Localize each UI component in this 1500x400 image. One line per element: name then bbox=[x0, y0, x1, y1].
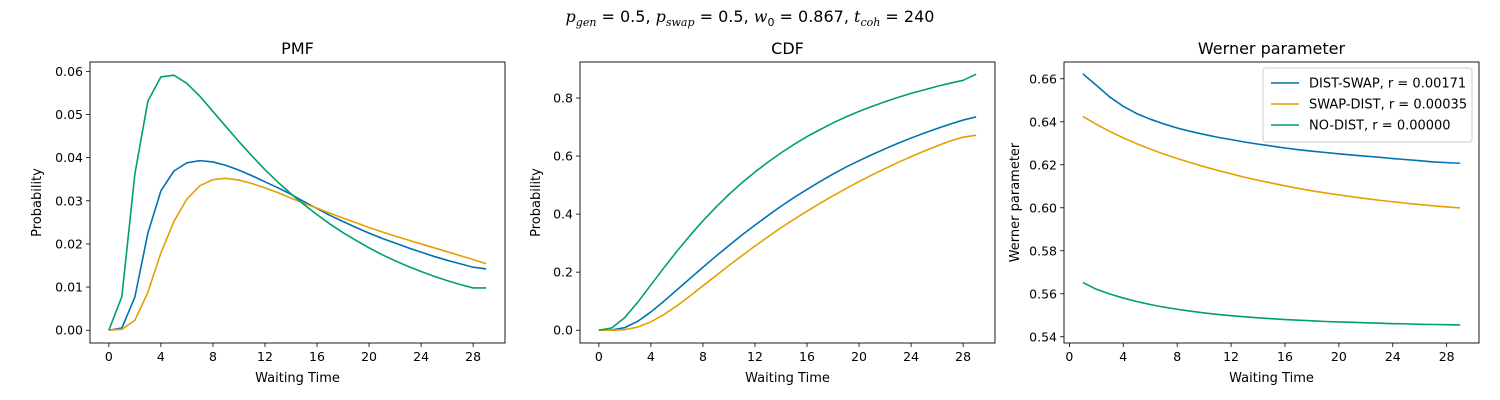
y-tick-label: 0.04 bbox=[55, 150, 83, 165]
y-tick-label: 0.2 bbox=[553, 265, 573, 280]
y-tick-label: 0.56 bbox=[1029, 286, 1057, 301]
series-line-dist-swap bbox=[598, 116, 977, 332]
x-tick-label: 24 bbox=[413, 349, 429, 364]
y-tick-label: 0.4 bbox=[553, 207, 573, 222]
y-tick-label: 0.06 bbox=[55, 64, 83, 79]
series-line-no-dist bbox=[108, 74, 487, 331]
x-axis-label: Waiting Time bbox=[1229, 371, 1314, 386]
series-group bbox=[1082, 73, 1461, 326]
legend-entry-swap-dist: SWAP-DIST, r = 0.00035 bbox=[1309, 98, 1467, 113]
legend-entry-no-dist: NO-DIST, r = 0.00000 bbox=[1309, 119, 1451, 134]
x-tick-label: 0 bbox=[1065, 349, 1073, 364]
figure-suptitle: pgen = 0.5, pswap = 0.5, w0 = 0.867, tco… bbox=[566, 7, 935, 29]
x-tick-label: 24 bbox=[903, 349, 919, 364]
y-tick-label: 0.02 bbox=[55, 236, 83, 251]
x-tick-label: 0 bbox=[595, 349, 603, 364]
series-group bbox=[598, 73, 977, 332]
series-line-dist-swap bbox=[108, 159, 487, 332]
x-tick-label: 12 bbox=[747, 349, 763, 364]
y-tick-label: 0.03 bbox=[55, 193, 83, 208]
x-axis-label: Waiting Time bbox=[745, 371, 830, 386]
y-tick-label: 0.00 bbox=[55, 323, 83, 338]
y-tick-label: 0.58 bbox=[1029, 243, 1057, 258]
panel-3: 0 4 8 12 16 20 24 28 0.54 0.56 0.58 0.60 0.62 0.64 0.6… bbox=[1008, 39, 1480, 386]
x-tick-label: 16 bbox=[799, 349, 815, 364]
series-line-no-dist bbox=[1082, 281, 1461, 326]
legend: DIST-SWAP, r = 0.00171 SWAP-DIST, r = 0.0… bbox=[1262, 67, 1473, 143]
y-tick-label: 0.60 bbox=[1029, 200, 1057, 215]
series-line-dist-swap bbox=[1082, 73, 1461, 165]
x-tick-label: 4 bbox=[647, 349, 655, 364]
y-tick-label: 0.62 bbox=[1029, 157, 1057, 172]
x-tick-label: 4 bbox=[1119, 349, 1127, 364]
x-tick-label: 0 bbox=[105, 349, 113, 364]
x-tick-label: 12 bbox=[257, 349, 273, 364]
x-tick-label: 8 bbox=[699, 349, 707, 364]
x-tick-label: 20 bbox=[361, 349, 377, 364]
panel-2: 0 4 8 12 16 20 24 28 0.0 0.2 0.4 0.6 0.8 CDF Waiting T… bbox=[529, 39, 996, 386]
axes-frame bbox=[579, 61, 996, 344]
y-axis-label: Werner parameter bbox=[1008, 142, 1023, 262]
panel-title: PMF bbox=[281, 39, 314, 58]
x-tick-label: 12 bbox=[1223, 349, 1239, 364]
x-tick-label: 16 bbox=[309, 349, 325, 364]
series-line-swap-dist bbox=[598, 134, 977, 332]
x-tick-label: 28 bbox=[955, 349, 971, 364]
panel-1: 0 4 8 12 16 20 24 28 0.00 0.01 0.02 0.03 0.04 0.05 0.0… bbox=[30, 39, 506, 386]
series-group bbox=[108, 74, 487, 332]
x-tick-label: 28 bbox=[465, 349, 481, 364]
panel-title: CDF bbox=[771, 39, 804, 58]
y-tick-label: 0.0 bbox=[553, 323, 573, 338]
y-tick-label: 0.01 bbox=[55, 280, 83, 295]
y-tick-label: 0.64 bbox=[1029, 114, 1057, 129]
x-tick-label: 24 bbox=[1385, 349, 1401, 364]
legend-entry-dist-swap: DIST-SWAP, r = 0.00171 bbox=[1309, 77, 1466, 92]
y-tick-label: 0.66 bbox=[1029, 71, 1057, 86]
y-axis-label: Probability bbox=[30, 168, 45, 237]
y-tick-label: 0.8 bbox=[553, 90, 573, 105]
axes-frame bbox=[89, 61, 506, 344]
y-axis-label: Probability bbox=[529, 168, 544, 237]
y-tick-label: 0.6 bbox=[553, 149, 573, 164]
x-tick-label: 16 bbox=[1277, 349, 1293, 364]
series-line-no-dist bbox=[598, 73, 977, 332]
x-tick-label: 4 bbox=[157, 349, 165, 364]
x-tick-label: 8 bbox=[209, 349, 217, 364]
axes-frame bbox=[1063, 61, 1480, 344]
x-tick-label: 28 bbox=[1439, 349, 1455, 364]
x-axis-label: Waiting Time bbox=[255, 371, 340, 386]
panel-title: Werner parameter bbox=[1198, 39, 1346, 58]
y-tick-label: 0.05 bbox=[55, 107, 83, 122]
x-tick-label: 20 bbox=[1331, 349, 1347, 364]
x-tick-label: 8 bbox=[1173, 349, 1181, 364]
series-line-swap-dist bbox=[1082, 115, 1461, 209]
series-line-swap-dist bbox=[108, 177, 487, 332]
x-tick-label: 20 bbox=[851, 349, 867, 364]
legend-frame bbox=[1262, 67, 1473, 143]
y-tick-label: 0.54 bbox=[1029, 329, 1057, 344]
